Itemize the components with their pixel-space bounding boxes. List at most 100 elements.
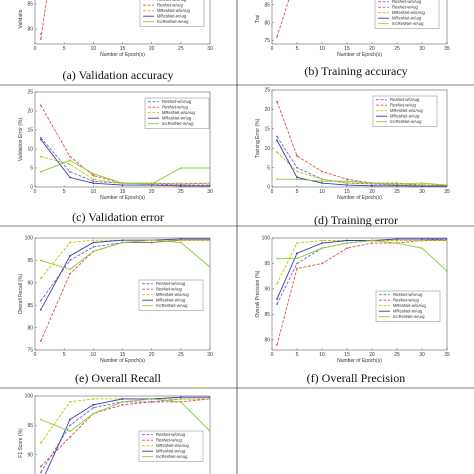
- data-point: [92, 398, 95, 400]
- series-group: [39, 104, 210, 187]
- data-point: [150, 239, 153, 242]
- data-point: [179, 239, 182, 242]
- data-point: [421, 185, 423, 187]
- y-tick-label: 85: [264, 2, 270, 8]
- legend-label: MResNet-wAug: [162, 116, 192, 121]
- data-point: [121, 182, 124, 185]
- data-point: [92, 174, 95, 177]
- chart-b: 0 5 10 15 20 25 30 35 75 80 85 Number of Epoch(s) Tr…: [255, 0, 450, 58]
- x-tick-label: 10: [91, 46, 97, 52]
- data-point: [39, 442, 42, 444]
- data-point: [421, 238, 423, 240]
- data-point: [121, 398, 124, 400]
- y-tick-label: 10: [27, 147, 33, 153]
- legend: ResNet-w/oAugResNet-wAugMResNet-w/oAugMR…: [138, 430, 204, 462]
- data-point: [39, 259, 42, 262]
- data-point: [69, 155, 71, 158]
- data-point: [150, 183, 153, 185]
- data-point: [92, 239, 95, 242]
- data-point: [296, 166, 298, 169]
- data-point: [396, 239, 398, 242]
- y-tick-label: 80: [264, 20, 270, 26]
- y-tick-label: 90: [264, 287, 270, 293]
- legend-label: MResNet-wAug: [390, 114, 420, 119]
- series-line: [276, 140, 447, 187]
- legend: ResNet-w/oAugResNet-wAugMResNet-w/oAugMR…: [139, 0, 205, 27]
- data-point: [421, 247, 423, 250]
- x-tick-label: 25: [178, 189, 184, 195]
- legend-label: ResNet-w/oAug: [156, 432, 186, 437]
- data-point: [39, 38, 42, 40]
- data-point: [296, 257, 298, 260]
- legend-label: MResNet-w/oAug: [392, 10, 425, 15]
- data-point: [39, 340, 42, 342]
- data-point: [209, 167, 210, 169]
- legend-label: MResNet-w/oAug: [156, 292, 189, 297]
- legend-label: IncResNet-wAug: [390, 119, 422, 124]
- data-point: [121, 400, 124, 403]
- x-tick-label: 35: [444, 46, 450, 52]
- legend-label: IncResNet-wAug: [162, 121, 194, 126]
- x-tick-label: 5: [63, 46, 66, 52]
- series-group: [276, 238, 447, 346]
- data-point: [69, 241, 71, 244]
- x-tick-label: 25: [178, 352, 184, 358]
- data-point: [69, 436, 71, 439]
- y-axis-label: Overall Recall (%): [18, 274, 24, 315]
- y-tick-label: 95: [27, 258, 33, 264]
- chart-a: 0 5 10 15 20 25 30 80 85 Number of Epoch(s) Valida…: [18, 0, 213, 58]
- x-axis-label: Number of Epoch(s): [100, 358, 145, 364]
- data-point: [150, 400, 153, 403]
- x-tick-label: 5: [296, 46, 299, 52]
- data-point: [69, 268, 71, 271]
- x-tick-label: 10: [319, 189, 325, 195]
- y-tick-label: 25: [264, 88, 270, 94]
- legend-label: ResNet-w/oAug: [156, 281, 186, 286]
- x-tick-label: 35: [444, 352, 450, 358]
- data-point: [39, 104, 42, 107]
- data-point: [321, 242, 323, 244]
- data-point: [121, 403, 124, 406]
- legend-label: IncResNet-wAug: [156, 454, 188, 459]
- y-axis-label: F1 Score (%): [18, 428, 24, 458]
- data-point: [179, 398, 182, 400]
- data-point: [371, 239, 373, 242]
- data-point: [39, 418, 42, 421]
- y-tick-label: 80: [27, 325, 33, 331]
- data-point: [296, 242, 298, 244]
- legend-label: MResNet-wAug: [393, 309, 423, 314]
- x-tick-label: 30: [207, 352, 213, 358]
- legend-label: ResNet-w/oAug: [162, 99, 192, 104]
- chart-g: 90 95 100 F1 Score (%) ResNet-w/oAugResNet-w…: [18, 394, 211, 474]
- y-tick-label: 20: [27, 109, 33, 115]
- y-tick-label: 85: [27, 303, 33, 309]
- y-tick-label: 80: [264, 338, 270, 344]
- legend-label: MResNet-wAug: [156, 449, 186, 454]
- data-point: [421, 182, 423, 185]
- y-tick-label: 10: [264, 146, 270, 152]
- x-tick-label: 10: [91, 352, 97, 358]
- x-tick-label: 20: [149, 189, 155, 195]
- x-tick-label: 30: [419, 189, 425, 195]
- data-point: [276, 100, 278, 103]
- data-point: [276, 344, 278, 346]
- series-group: [276, 0, 290, 38]
- data-point: [371, 184, 373, 187]
- series-line: [40, 239, 210, 270]
- y-tick-label: 5: [30, 166, 33, 172]
- data-point: [346, 182, 348, 185]
- legend-label: ResNet-wAug: [393, 298, 420, 303]
- legend: ResNet-w/oAugResNet-wAugMResNet-w/oAugMR…: [374, 0, 440, 29]
- data-point: [92, 172, 95, 175]
- x-tick-label: 15: [120, 352, 126, 358]
- data-point: [121, 239, 124, 242]
- data-point: [92, 412, 95, 415]
- x-tick-label: 0: [271, 189, 274, 195]
- data-point: [92, 180, 95, 183]
- legend-label: MResNet-w/oAug: [390, 108, 423, 113]
- data-point: [209, 184, 210, 187]
- series-line: [277, 240, 447, 272]
- x-tick-label: 30: [207, 46, 213, 52]
- data-point: [346, 239, 348, 242]
- y-axis-label: Validatio: [18, 9, 24, 28]
